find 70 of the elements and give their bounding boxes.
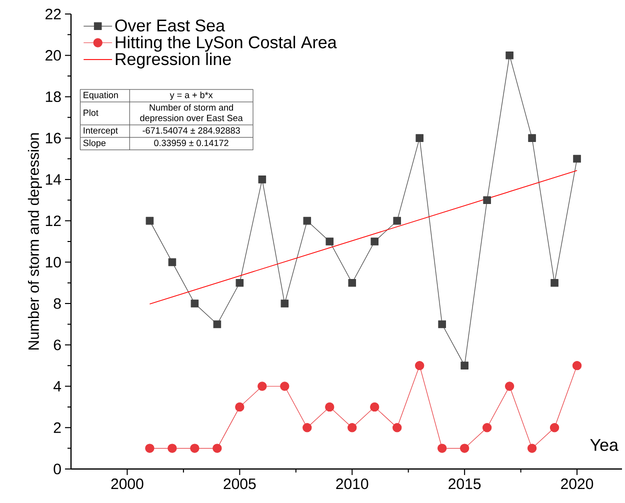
y-tick-label: 4 [53,381,62,392]
point [303,216,312,225]
y-axis-title: Number of storm and depression [28,133,42,350]
point [190,300,199,308]
point [280,382,290,391]
point [280,300,289,308]
point [460,362,468,370]
point [414,360,424,370]
legend-label: Over East Sea [115,19,226,32]
legend-label: Hitting the LySon Costal Area [116,36,337,52]
point [370,402,380,412]
x-tick-label: 2010 [336,478,368,490]
annotation: Plot [84,109,98,116]
point [258,176,266,184]
point [325,402,334,412]
point [550,278,558,287]
point [483,196,491,204]
point [370,238,379,246]
x-tick-label: 2005 [224,478,256,490]
point [550,423,560,432]
x-tick-label: 2020 [561,478,594,490]
point [348,278,356,287]
point [168,444,177,453]
y-tick-label: 20 [46,50,61,61]
point [437,444,447,453]
point [393,216,402,225]
point [438,320,446,328]
x-axis-title: Yea [590,439,618,451]
y-tick-label: 16 [46,132,61,144]
legend-label: Regression line [116,52,231,69]
point [482,423,492,432]
point [504,382,514,391]
point [235,402,244,412]
y-tick-label: 2 [54,422,61,433]
point [146,216,154,225]
point [168,258,176,266]
annotation: 0.33959 ± 0.14172 [154,140,228,146]
y-tick-label: 6 [54,340,61,350]
point [348,423,357,432]
point [213,320,222,328]
annotation: Intercept [84,127,118,136]
x-tick-label: 2000 [111,478,144,490]
point [572,360,582,370]
annotation: Slope [83,140,106,148]
y-tick-label: 14 [46,174,62,185]
point [573,154,581,163]
point [416,134,424,142]
x-tick-label: 2015 [448,478,481,490]
point [527,444,537,453]
y-tick-label: 0 [54,464,61,474]
point [326,238,334,246]
y-tick-label: 18 [46,91,61,102]
annotation: Equation [84,92,118,100]
point [258,382,267,391]
y-tick-label: 22 [46,8,61,20]
point [302,423,312,432]
annotation: y = a + b*x [170,92,213,100]
point [392,423,402,432]
point [190,444,200,453]
annotation: -671.54074 ± 284.92883 [142,127,240,134]
y-tick-label: 10 [46,256,61,268]
point [460,444,470,453]
point [236,278,244,287]
point [212,444,222,453]
point [506,51,514,60]
point [528,134,536,142]
annotation: Number of storm and depression over East Sea [140,104,243,123]
y-tick-label: 8 [54,298,61,309]
y-tick-label: 12 [46,216,61,226]
point [145,444,154,453]
